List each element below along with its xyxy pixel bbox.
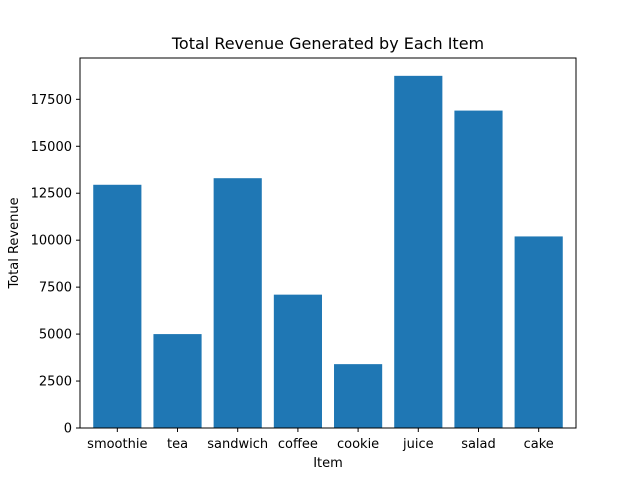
x-tick-label-juice: juice (402, 437, 434, 452)
x-tick-label-cookie: cookie (337, 437, 379, 452)
bar-juice (394, 75, 443, 428)
x-tick-label-cake: cake (524, 437, 554, 452)
bar-sandwich (213, 178, 262, 428)
bar-cake (514, 236, 563, 428)
x-tick-label-salad: salad (461, 437, 496, 452)
bar-tea (153, 334, 202, 428)
y-tick-label-10000: 10000 (31, 234, 72, 249)
bar-smoothie (93, 184, 142, 428)
y-tick-label-17500: 17500 (31, 93, 72, 108)
bar-coffee (273, 294, 322, 428)
bar-cookie (334, 364, 383, 428)
chart-title: Total Revenue Generated by Each Item (171, 34, 484, 53)
x-tick-label-smoothie: smoothie (87, 437, 147, 452)
y-tick-label-12500: 12500 (31, 187, 72, 202)
y-tick-label-5000: 5000 (39, 328, 72, 343)
ticks-layer: smoothie tea sandwich coffee cookie juice sala… (31, 93, 554, 452)
y-tick-label-0: 0 (64, 422, 72, 437)
bars-layer (93, 75, 563, 428)
x-tick-label-tea: tea (167, 437, 188, 452)
x-tick-label-sandwich: sandwich (207, 437, 268, 452)
y-axis-label: Total Revenue (7, 197, 22, 289)
x-tick-label-coffee: coffee (278, 437, 318, 452)
y-tick-label-7500: 7500 (39, 281, 72, 296)
plot-area-frame (79, 57, 577, 429)
y-tick-label-15000: 15000 (31, 140, 72, 155)
y-tick-label-2500: 2500 (39, 375, 72, 390)
bar-salad (454, 110, 503, 428)
x-axis-label: Item (313, 456, 343, 471)
